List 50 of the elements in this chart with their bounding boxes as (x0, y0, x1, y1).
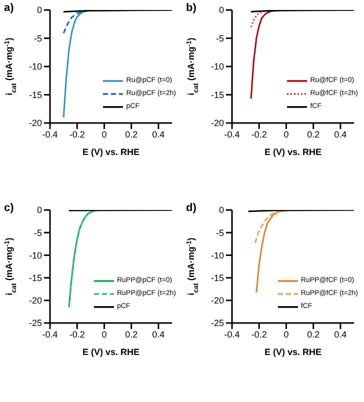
x-tick-label: 0 (284, 129, 289, 140)
y-tick-label: -5 (34, 228, 42, 238)
x-tick-label: -0.4 (224, 129, 240, 140)
y-tick-label: 0 (218, 205, 224, 216)
y-tick-label: -5 (34, 33, 42, 44)
y-tick-label: -20 (28, 296, 42, 306)
x-tick-label: -0.4 (42, 129, 58, 140)
y-tick-label: -10 (210, 250, 224, 260)
y-tick-label: -15 (210, 272, 224, 283)
y-tick-label: -25 (210, 318, 224, 328)
x-tick-label: 0.4 (152, 129, 165, 140)
y-tick-label: -20 (210, 296, 224, 306)
x-tick-label: 0 (102, 329, 107, 340)
chart-title: c) (4, 202, 14, 214)
x-axis-title: E (V) vs. RHE (264, 147, 322, 157)
x-tick-label: 0.2 (125, 129, 138, 140)
x-tick-label: 0.4 (334, 329, 347, 340)
chart-title: b) (186, 2, 196, 14)
y-tick-label: 0 (218, 5, 224, 16)
x-tick-label: 0.2 (307, 329, 320, 340)
y-tick-label: -15 (210, 90, 224, 100)
y-tick-label: 0 (36, 5, 42, 16)
y-tick-label: -20 (28, 118, 42, 128)
y-tick-label: -10 (28, 62, 42, 72)
x-axis-title: E (V) vs. RHE (82, 347, 140, 357)
x-tick-label: -0.2 (251, 129, 267, 140)
y-tick-label: -15 (28, 272, 42, 283)
x-tick-label: 0 (284, 329, 289, 340)
x-tick-label: 0.4 (152, 329, 165, 340)
x-tick-label: 0 (102, 129, 107, 140)
chart-title: d) (186, 202, 196, 214)
x-tick-label: -0.4 (42, 329, 58, 340)
x-axis-title: E (V) vs. RHE (82, 147, 140, 157)
y-tick-label: -20 (210, 118, 224, 128)
y-tick-label: -25 (28, 318, 42, 328)
x-tick-label: 0.2 (307, 129, 320, 140)
y-tick-label: -10 (28, 250, 42, 260)
chart-title: a) (4, 2, 14, 14)
x-tick-label: 0.4 (334, 129, 347, 140)
y-tick-label: -10 (210, 62, 224, 72)
y-tick-label: -15 (28, 90, 42, 100)
y-tick-label: -5 (216, 33, 224, 44)
x-tick-label: -0.2 (251, 329, 267, 340)
x-axis-title: E (V) vs. RHE (264, 347, 322, 357)
x-tick-label: 0.2 (125, 329, 138, 340)
y-tick-label: 0 (36, 205, 42, 216)
x-tick-label: -0.4 (224, 329, 240, 340)
x-tick-label: -0.2 (69, 329, 85, 340)
x-tick-label: -0.2 (69, 129, 85, 140)
y-tick-label: -5 (216, 228, 224, 238)
